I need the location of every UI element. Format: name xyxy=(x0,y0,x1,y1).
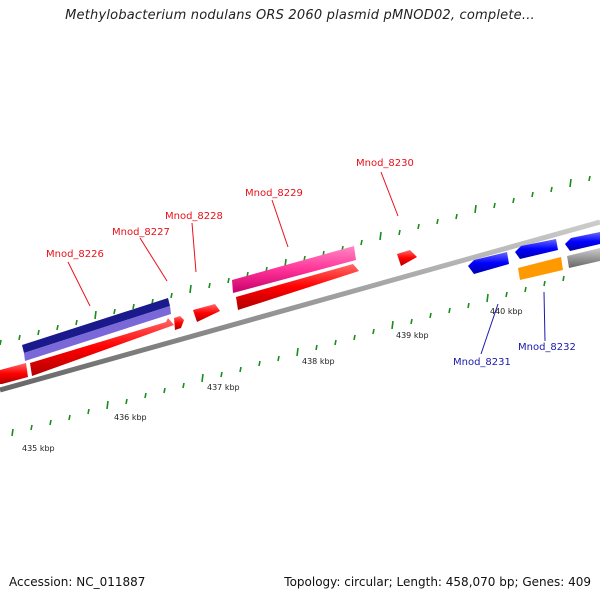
gene-arrow-mnod-8232[interactable] xyxy=(518,257,563,280)
gene-arrow-mnod-8229[interactable] xyxy=(236,264,359,310)
gene-label-mnod-8232[interactable]: Mnod_8232 xyxy=(518,342,576,353)
tick-label-435: 435 kbp xyxy=(22,444,55,453)
upper-tick-row xyxy=(0,175,591,346)
tick-label-439: 439 kbp xyxy=(396,331,429,340)
gene-arrow-left-edge[interactable] xyxy=(0,363,28,384)
feature-bar-navy[interactable] xyxy=(22,298,170,353)
gene-arrow-blue-2[interactable] xyxy=(515,239,558,259)
gene-label-mnod-8229[interactable]: Mnod_8229 xyxy=(245,188,303,199)
feature-bar-pink[interactable] xyxy=(232,246,356,293)
gene-arrow-mnod-8228[interactable] xyxy=(193,304,220,322)
lower-tick-row xyxy=(11,275,565,437)
tick-label-436: 436 kbp xyxy=(114,413,147,422)
gene-arrow-mnod-8230[interactable] xyxy=(397,250,417,266)
gene-arrow-mnod-8231[interactable] xyxy=(468,252,509,274)
red-leader-lines xyxy=(67,171,399,307)
genome-stats-text: Topology: circular; Length: 458,070 bp; … xyxy=(284,575,591,589)
gene-arrow-blue-3[interactable] xyxy=(565,232,600,251)
gene-arrow-mnod-8226[interactable] xyxy=(30,318,174,376)
tick-label-440: 440 kbp xyxy=(490,307,523,316)
tick-label-438: 438 kbp xyxy=(302,357,335,366)
gene-label-mnod-8230[interactable]: Mnod_8230 xyxy=(356,158,414,169)
gene-arrow-mnod-8227[interactable] xyxy=(174,316,184,330)
tick-label-437: 437 kbp xyxy=(207,383,240,392)
accession-text: Accession: NC_011887 xyxy=(9,575,146,589)
feature-bar-violet[interactable] xyxy=(24,306,171,361)
map-title: Methylobacterium nodulans ORS 2060 plasm… xyxy=(65,8,535,23)
gene-label-mnod-8231[interactable]: Mnod_8231 xyxy=(453,357,511,368)
blue-leader-lines xyxy=(480,291,546,355)
gene-label-mnod-8228[interactable]: Mnod_8228 xyxy=(165,211,223,222)
sequence-backbone xyxy=(0,219,600,393)
gene-label-mnod-8227[interactable]: Mnod_8227 xyxy=(112,227,170,238)
gene-label-mnod-8226[interactable]: Mnod_8226 xyxy=(46,249,104,260)
gene-arrow-gray[interactable] xyxy=(567,248,600,268)
